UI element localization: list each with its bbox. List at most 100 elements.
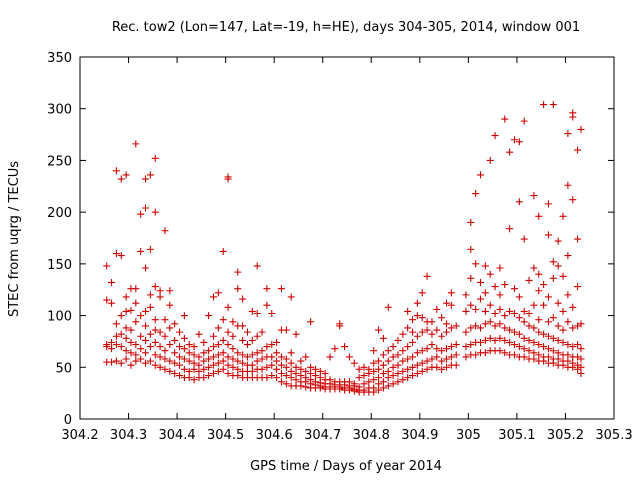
data-point — [302, 374, 310, 382]
data-point — [418, 289, 426, 297]
data-point — [577, 363, 585, 371]
data-point — [292, 330, 300, 338]
data-point — [438, 347, 446, 355]
data-point — [501, 349, 509, 357]
data-point — [132, 140, 140, 148]
data-point — [515, 330, 523, 338]
data-point — [292, 363, 300, 371]
data-point — [263, 301, 271, 309]
y-tick-label: 250 — [47, 154, 72, 169]
data-point — [394, 351, 402, 359]
data-point — [297, 372, 305, 380]
data-point — [117, 312, 125, 320]
data-point — [399, 376, 407, 384]
data-point — [273, 357, 281, 365]
data-point — [462, 328, 470, 336]
data-point — [326, 353, 334, 361]
data-point — [360, 372, 368, 380]
data-point — [554, 349, 562, 357]
data-point — [472, 351, 480, 359]
data-point — [253, 262, 261, 270]
data-point — [316, 374, 324, 382]
data-point — [399, 357, 407, 365]
data-point — [234, 349, 242, 357]
data-point — [404, 355, 412, 363]
data-point — [239, 336, 247, 344]
data-point — [263, 343, 271, 351]
data-point — [161, 355, 169, 363]
data-point — [205, 355, 213, 363]
data-point — [540, 330, 548, 338]
data-point — [462, 307, 470, 315]
data-point — [399, 347, 407, 355]
data-point — [501, 324, 509, 332]
data-point — [428, 341, 436, 349]
data-point — [520, 307, 528, 315]
data-point — [535, 341, 543, 349]
data-point — [229, 363, 237, 371]
data-point — [481, 336, 489, 344]
data-point — [122, 307, 130, 315]
data-point — [355, 374, 363, 382]
data-point — [394, 361, 402, 369]
data-point — [219, 316, 227, 324]
data-point — [443, 320, 451, 328]
data-point — [200, 374, 208, 382]
data-point — [379, 369, 387, 377]
data-point — [166, 287, 174, 295]
data-point — [205, 372, 213, 380]
data-point — [210, 332, 217, 340]
data-point — [185, 341, 193, 349]
data-point — [544, 345, 552, 353]
data-point — [452, 351, 460, 359]
data-point — [549, 334, 557, 342]
data-point — [399, 367, 407, 375]
data-point — [176, 353, 184, 361]
chart-title: Rec. tow2 (Lon=147, Lat=-19, h=HE), days… — [112, 20, 580, 35]
data-point — [210, 361, 217, 369]
data-point — [564, 351, 572, 359]
data-point — [112, 332, 120, 340]
data-point — [530, 338, 538, 346]
data-point — [462, 353, 470, 361]
data-point — [282, 380, 290, 388]
data-point — [423, 345, 431, 353]
data-point — [190, 343, 198, 351]
data-point — [544, 353, 552, 361]
data-point — [530, 301, 538, 309]
data-point — [229, 345, 237, 353]
data-point — [258, 347, 266, 355]
data-point — [462, 343, 470, 351]
data-point — [559, 307, 567, 315]
data-point — [423, 272, 431, 280]
data-point — [501, 115, 509, 123]
data-point — [176, 343, 184, 351]
data-point — [331, 345, 339, 353]
data-point — [132, 351, 140, 359]
data-point — [161, 347, 169, 355]
data-point — [491, 336, 499, 344]
data-point — [554, 299, 562, 307]
y-tick-label: 100 — [47, 310, 72, 325]
data-point — [481, 262, 489, 270]
data-point — [379, 361, 387, 369]
data-point — [535, 270, 543, 278]
data-point — [379, 351, 387, 359]
data-point — [122, 355, 130, 363]
y-tick-label: 300 — [47, 103, 72, 118]
data-point — [239, 322, 247, 330]
data-point — [205, 347, 213, 355]
data-point — [564, 291, 572, 299]
data-point — [418, 367, 426, 375]
data-point — [530, 355, 538, 363]
data-point — [302, 353, 310, 361]
data-point — [146, 343, 154, 351]
data-point — [467, 301, 475, 309]
data-point — [234, 365, 242, 373]
data-point — [379, 378, 387, 386]
data-point — [375, 357, 383, 365]
data-point — [418, 347, 426, 355]
data-point — [112, 167, 120, 175]
data-point — [146, 245, 154, 253]
data-point — [496, 320, 504, 328]
